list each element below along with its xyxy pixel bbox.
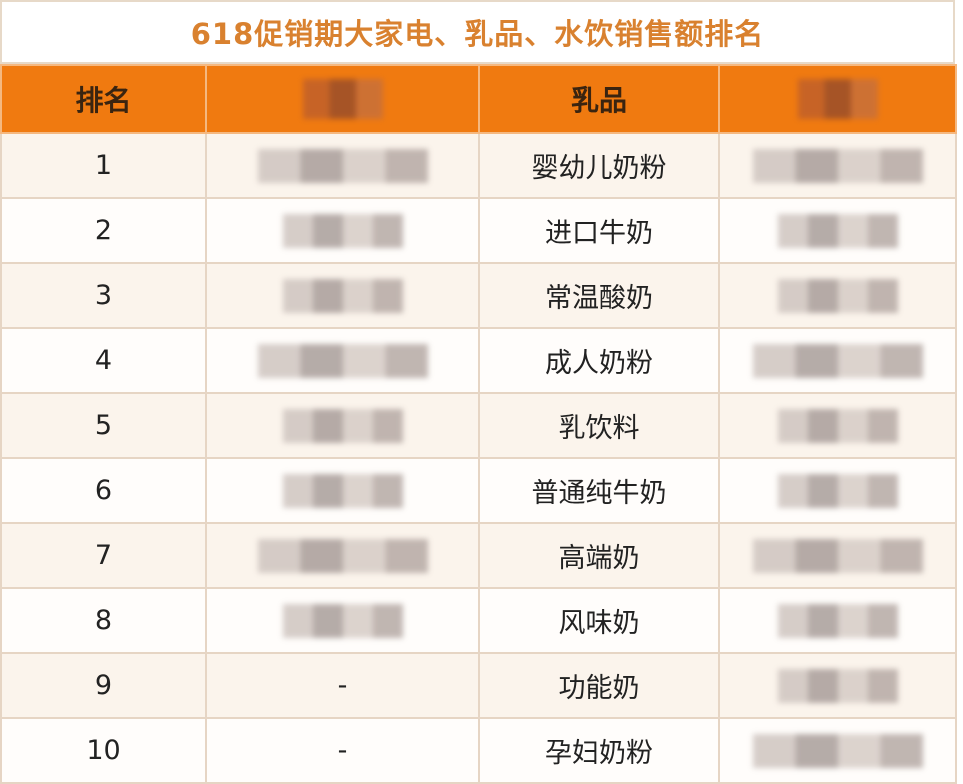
- dairy-cell: 进口牛奶: [478, 197, 720, 264]
- header-beverages-blurred: [718, 64, 957, 134]
- beverage-cell: [718, 652, 957, 719]
- dairy-cell: 成人奶粉: [478, 327, 720, 394]
- pixelated-redaction: [777, 668, 898, 703]
- pixelated-redaction: [282, 473, 403, 508]
- table-row: 4 成人奶粉: [0, 327, 957, 394]
- dairy-cell: 乳饮料: [478, 392, 720, 459]
- pixelated-redaction: [257, 148, 428, 183]
- rank-cell: 6: [0, 457, 207, 524]
- table-row: 6 普通纯牛奶: [0, 457, 957, 524]
- appliance-cell: [205, 587, 480, 654]
- header-appliances-blurred: [205, 64, 480, 134]
- rank-cell: 5: [0, 392, 207, 459]
- pixelated-redaction: [752, 343, 923, 378]
- table-row: 2 进口牛奶: [0, 197, 957, 264]
- table-row: 3 常温酸奶: [0, 262, 957, 329]
- pixelated-redaction: [752, 733, 923, 768]
- rank-cell: 4: [0, 327, 207, 394]
- appliance-cell: [205, 522, 480, 589]
- pixelated-redaction: [777, 278, 898, 313]
- appliance-cell: [205, 457, 480, 524]
- pixelated-redaction: [752, 538, 923, 573]
- appliance-cell: [205, 262, 480, 329]
- rank-cell: 7: [0, 522, 207, 589]
- dairy-cell: 孕妇奶粉: [478, 717, 720, 784]
- pixelated-redaction: [257, 343, 428, 378]
- pixelated-redaction: [282, 603, 403, 638]
- beverage-cell: [718, 392, 957, 459]
- pixelated-redaction: [282, 213, 403, 248]
- header-row: 排名 乳品: [0, 64, 957, 134]
- pixelated-redaction: [777, 213, 898, 248]
- table-row: 10- 孕妇奶粉: [0, 717, 957, 784]
- dairy-cell: 常温酸奶: [478, 262, 720, 329]
- pixelated-redaction: [302, 79, 383, 119]
- pixelated-redaction: [797, 79, 878, 119]
- dairy-cell: 婴幼儿奶粉: [478, 132, 720, 199]
- pixelated-redaction: [752, 148, 923, 183]
- pixelated-redaction: [257, 538, 428, 573]
- rank-cell: 10: [0, 717, 207, 784]
- dairy-cell: 高端奶: [478, 522, 720, 589]
- appliance-cell: -: [205, 652, 480, 719]
- beverage-cell: [718, 132, 957, 199]
- dairy-cell: 风味奶: [478, 587, 720, 654]
- rank-cell: 1: [0, 132, 207, 199]
- table-title: 618促销期大家电、乳品、水饮销售额排名: [0, 0, 955, 64]
- beverage-cell: [718, 262, 957, 329]
- rank-cell: 2: [0, 197, 207, 264]
- appliance-cell: [205, 197, 480, 264]
- appliance-cell: [205, 392, 480, 459]
- pixelated-redaction: [777, 473, 898, 508]
- beverage-cell: [718, 457, 957, 524]
- rank-cell: 3: [0, 262, 207, 329]
- beverage-cell: [718, 717, 957, 784]
- rank-cell: 9: [0, 652, 207, 719]
- table-row: 9- 功能奶: [0, 652, 957, 719]
- header-rank: 排名: [0, 64, 207, 134]
- header-dairy: 乳品: [478, 64, 720, 134]
- pixelated-redaction: [282, 408, 403, 443]
- table-row: 1 婴幼儿奶粉: [0, 132, 957, 199]
- beverage-cell: [718, 197, 957, 264]
- rank-cell: 8: [0, 587, 207, 654]
- appliance-cell: -: [205, 717, 480, 784]
- table-row: 5 乳饮料: [0, 392, 957, 459]
- ranking-table: 排名 乳品 1 婴幼儿奶粉 2 进口牛奶 3 常温酸奶 4 成人奶粉 5 乳饮料 6 普通纯牛奶 7 高端…: [0, 64, 957, 784]
- table-row: 8 风味奶: [0, 587, 957, 654]
- appliance-cell: [205, 132, 480, 199]
- pixelated-redaction: [282, 278, 403, 313]
- table-row: 7 高端奶: [0, 522, 957, 589]
- beverage-cell: [718, 522, 957, 589]
- dairy-cell: 功能奶: [478, 652, 720, 719]
- appliance-cell: [205, 327, 480, 394]
- pixelated-redaction: [777, 408, 898, 443]
- dairy-cell: 普通纯牛奶: [478, 457, 720, 524]
- beverage-cell: [718, 327, 957, 394]
- beverage-cell: [718, 587, 957, 654]
- pixelated-redaction: [777, 603, 898, 638]
